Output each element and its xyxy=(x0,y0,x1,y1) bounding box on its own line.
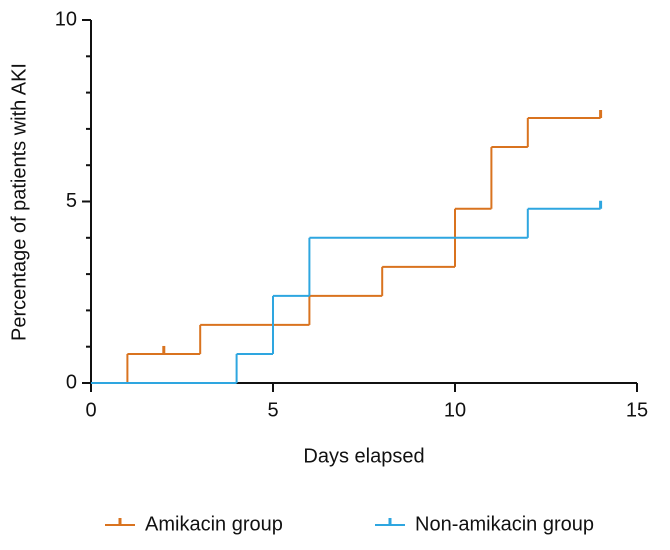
y-axis-label: Percentage of patients with AKI xyxy=(8,63,30,341)
x-tick-label: 0 xyxy=(85,399,96,421)
x-tick-label: 15 xyxy=(626,399,648,421)
legend-label: Non-amikacin group xyxy=(415,513,594,535)
legend-label: Amikacin group xyxy=(145,513,283,535)
x-tick-label: 5 xyxy=(267,399,278,421)
y-tick-label: 0 xyxy=(66,371,77,393)
y-tick-label: 5 xyxy=(66,190,77,212)
x-tick-label: 10 xyxy=(444,399,466,421)
y-tick-label: 10 xyxy=(55,8,77,30)
x-axis-label: Days elapsed xyxy=(303,445,424,467)
